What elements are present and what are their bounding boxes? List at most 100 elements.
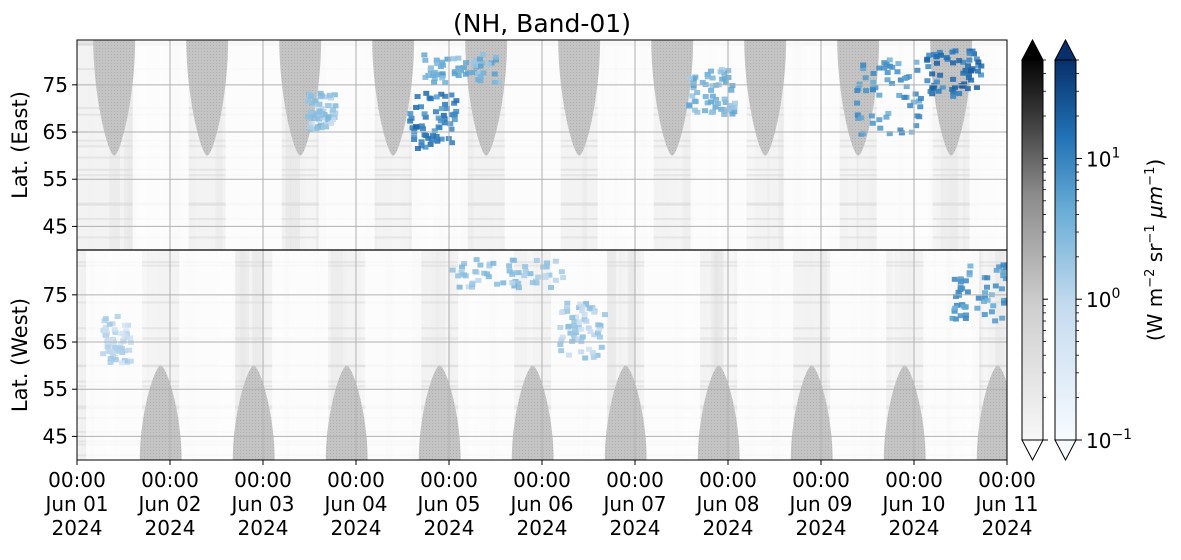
- east-radiance-cell: [966, 50, 973, 56]
- east-radiance-cell: [421, 111, 428, 117]
- y-tick-label-west: 55: [43, 377, 68, 401]
- west-radiance-cell: [569, 338, 576, 344]
- west-radiance-cell: [527, 271, 534, 277]
- east-radiance-cell: [901, 94, 908, 100]
- west-radiance-cell: [465, 284, 472, 290]
- east-radiance-cell: [975, 59, 982, 65]
- west-radiance-cell: [999, 315, 1006, 321]
- west-radiance-cell: [984, 275, 991, 281]
- west-radiance-cell: [583, 300, 590, 306]
- east-radiance-cell: [331, 92, 338, 98]
- west-column-stripe: [234, 250, 246, 460]
- east-radiance-cell: [721, 111, 728, 117]
- west-radiance-cell: [529, 280, 536, 286]
- west-radiance-cell: [575, 336, 582, 342]
- y-axis-label-east: Lat. (East): [8, 91, 32, 199]
- west-radiance-cell: [602, 312, 609, 318]
- east-radiance-cell: [434, 61, 441, 67]
- east-radiance-cell: [708, 87, 715, 93]
- east-radiance-cell: [933, 79, 940, 85]
- west-radiance-cell: [1010, 285, 1016, 290]
- west-radiance-cell: [565, 352, 572, 358]
- east-daylight-gap: [651, 40, 694, 156]
- east-radiance-cell: [477, 74, 484, 80]
- west-column-stripe: [892, 250, 896, 460]
- colorbar-blues-max-extend: [1054, 38, 1077, 61]
- west-radiance-cell: [459, 264, 466, 270]
- west-column-stripe: [361, 250, 366, 460]
- west-column-stripe: [803, 250, 811, 460]
- colorbar-label: (W m−2 sr−1 μm−1): [1143, 159, 1167, 341]
- east-radiance-cell: [964, 86, 971, 92]
- west-radiance-cell: [1011, 265, 1017, 270]
- x-tick-label-line: Jun 11: [973, 492, 1038, 516]
- east-radiance-cell: [709, 93, 716, 99]
- west-radiance-cell: [594, 352, 601, 358]
- east-radiance-cell: [325, 114, 332, 120]
- east-radiance-cell: [966, 57, 973, 63]
- east-radiance-cell: [317, 90, 324, 96]
- east-radiance-cell: [324, 103, 331, 109]
- colorbar-tick-label: 100: [1086, 286, 1120, 312]
- east-radiance-cell: [425, 135, 432, 141]
- east-radiance-cell: [886, 131, 893, 137]
- x-tick-label-line: 2024: [889, 516, 940, 540]
- west-bright-band: [179, 250, 236, 460]
- west-radiance-cell: [500, 280, 507, 286]
- east-radiance-cell: [475, 71, 482, 77]
- west-radiance-cell: [957, 279, 964, 285]
- east-radiance-cell: [884, 77, 891, 83]
- east-radiance-cell: [305, 98, 312, 104]
- east-radiance-cell: [433, 133, 440, 139]
- east-radiance-cell: [451, 100, 458, 106]
- east-radiance-cell: [702, 94, 709, 100]
- west-radiance-cell: [573, 330, 580, 336]
- east-radiance-cell: [689, 93, 696, 99]
- east-radiance-cell: [959, 83, 966, 89]
- west-radiance-cell: [565, 324, 572, 330]
- x-tick-label: 00:00 Jun 10 2024: [880, 468, 945, 540]
- colorbar-tick-exponent: 1: [1111, 145, 1120, 161]
- west-radiance-cell: [107, 356, 114, 362]
- colorbar-tick-label: 10−1: [1086, 427, 1132, 453]
- east-column-stripe: [568, 40, 573, 250]
- west-radiance-cell: [558, 269, 565, 275]
- x-tick-label-line: 2024: [610, 516, 661, 540]
- east-radiance-cell: [708, 99, 715, 105]
- east-radiance-cell: [456, 67, 463, 73]
- east-radiance-cell: [951, 84, 958, 90]
- east-radiance-cell: [960, 70, 967, 76]
- west-radiance-cell: [591, 309, 598, 315]
- west-column-stripe: [627, 250, 635, 460]
- east-radiance-cell: [414, 94, 421, 100]
- x-tick-label-line: 00:00: [699, 468, 757, 492]
- y-tick-label-west: 45: [43, 424, 68, 448]
- west-radiance-cell: [952, 305, 959, 311]
- west-radiance-cell: [974, 305, 981, 311]
- x-tick-label-line: Jun 10: [880, 492, 945, 516]
- east-radiance-cell: [719, 76, 726, 82]
- east-radiance-cell: [322, 124, 329, 130]
- west-radiance-cell: [114, 313, 121, 319]
- east-radiance-cell: [332, 103, 339, 109]
- east-radiance-cell: [313, 126, 320, 132]
- east-radiance-cell: [897, 127, 904, 133]
- east-radiance-cell: [414, 146, 421, 152]
- east-radiance-cell: [495, 79, 502, 85]
- east-radiance-cell: [722, 79, 729, 85]
- x-tick-label-line: Jun 04: [322, 492, 387, 516]
- colorbar-blues: [1054, 38, 1077, 462]
- west-radiance-cell: [101, 328, 108, 334]
- x-tick-label-line: Jun 09: [787, 492, 852, 516]
- west-bright-band: [644, 250, 701, 460]
- west-column-stripe: [526, 250, 533, 460]
- west-column-stripe: [252, 250, 262, 460]
- x-tick-label: 00:00 Jun 06 2024: [508, 468, 573, 540]
- west-radiance-cell: [583, 318, 590, 324]
- east-radiance-cell: [897, 77, 904, 83]
- west-radiance-cell: [1000, 269, 1007, 275]
- west-radiance-cell: [557, 342, 564, 348]
